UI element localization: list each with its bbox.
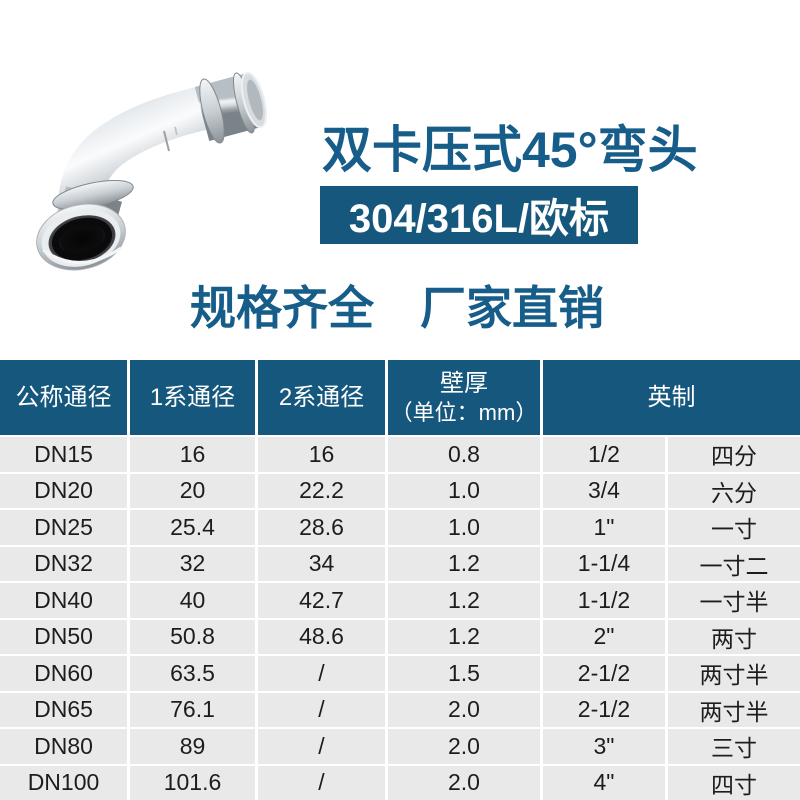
cell-imperial-size: 3/4 (543, 473, 668, 508)
table-row: DN60 63.5 / 1.5 2-1/2 两寸半 (0, 654, 800, 691)
table-row: DN65 76.1 / 2.0 2-1/2 两寸半 (0, 690, 800, 727)
cell-series2-diameter: 28.6 (258, 510, 388, 545)
cell-imperial-size: 1-1/2 (543, 583, 668, 618)
cell-wall-thickness: 0.8 (388, 437, 543, 472)
cell-series1-diameter: 63.5 (130, 656, 258, 691)
tagline: 规格齐全 厂家直销 (190, 282, 604, 334)
spec-table-body: DN15 16 16 0.8 1/2 四分 DN20 20 22.2 1.0 3… (0, 435, 800, 800)
spec-table: 公称通径 1系通径 2系通径 壁厚 （单位：mm） 英制 DN15 16 16 … (0, 360, 800, 800)
cell-wall-thickness: 2.0 (388, 765, 543, 800)
cell-wall-thickness: 1.5 (388, 656, 543, 691)
cell-series1-diameter: 20 (130, 473, 258, 508)
cell-wall-thickness: 1.0 (388, 510, 543, 545)
cell-nominal-diameter: DN15 (0, 437, 130, 472)
product-title: 双卡压式45°弯头 (322, 122, 698, 178)
cell-wall-thickness: 1.0 (388, 473, 543, 508)
cell-series1-diameter: 89 (130, 729, 258, 764)
cell-nominal-diameter: DN20 (0, 473, 130, 508)
cell-series2-diameter: 48.6 (258, 619, 388, 654)
cell-nominal-diameter: DN50 (0, 619, 130, 654)
table-row: DN50 50.8 48.6 1.2 2" 两寸 (0, 617, 800, 654)
cell-series1-diameter: 25.4 (130, 510, 258, 545)
cell-nominal-diameter: DN65 (0, 692, 130, 727)
cell-nominal-diameter: DN80 (0, 729, 130, 764)
table-row: DN40 40 42.7 1.2 1-1/2 一寸半 (0, 581, 800, 618)
cell-imperial-name: 一寸半 (668, 583, 800, 618)
elbow-upper-bead (199, 78, 225, 144)
cell-nominal-diameter: DN25 (0, 510, 130, 545)
cell-series1-diameter: 76.1 (130, 692, 258, 727)
cell-imperial-size: 2" (543, 619, 668, 654)
cell-imperial-name: 三寸 (668, 729, 800, 764)
table-row: DN100 101.6 / 2.0 4" 四寸 (0, 763, 800, 800)
cell-series1-diameter: 40 (130, 583, 258, 618)
cell-nominal-diameter: DN100 (0, 765, 130, 800)
cell-imperial-name: 四寸 (668, 765, 800, 800)
col-header-nominal-diameter: 公称通径 (0, 360, 130, 435)
table-row: DN20 20 22.2 1.0 3/4 六分 (0, 471, 800, 508)
cell-wall-thickness: 1.2 (388, 583, 543, 618)
cell-imperial-name: 两寸半 (668, 656, 800, 691)
elbow-seal-ring (51, 217, 113, 261)
cell-series1-diameter: 32 (130, 546, 258, 581)
cell-imperial-size: 1" (543, 510, 668, 545)
cell-wall-thickness: 2.0 (388, 729, 543, 764)
cell-imperial-size: 4" (543, 765, 668, 800)
spec-table-header: 公称通径 1系通径 2系通径 壁厚 （单位：mm） 英制 (0, 360, 800, 435)
table-row: DN80 89 / 2.0 3" 三寸 (0, 727, 800, 764)
cell-imperial-name: 两寸 (668, 619, 800, 654)
cell-imperial-size: 2-1/2 (543, 656, 668, 691)
col-header-wall-thickness: 壁厚 （单位：mm） (388, 360, 543, 435)
col-header-series2-diameter: 2系通径 (258, 360, 388, 435)
cell-series2-diameter: 34 (258, 546, 388, 581)
table-row: DN25 25.4 28.6 1.0 1" 一寸 (0, 508, 800, 545)
cell-imperial-name: 一寸二 (668, 546, 800, 581)
cell-series2-diameter: / (258, 729, 388, 764)
cell-imperial-size: 2-1/2 (543, 692, 668, 727)
cell-nominal-diameter: DN40 (0, 583, 130, 618)
cell-series1-diameter: 50.8 (130, 619, 258, 654)
material-badge: 304/316L/欧标 (320, 186, 638, 244)
cell-wall-thickness: 1.2 (388, 546, 543, 581)
cell-imperial-size: 3" (543, 729, 668, 764)
cell-imperial-name: 六分 (668, 473, 800, 508)
wall-thickness-unit: （单位：mm） (390, 399, 538, 425)
cell-nominal-diameter: DN60 (0, 656, 130, 691)
cell-series1-diameter: 16 (130, 437, 258, 472)
col-header-series1-diameter: 1系通径 (130, 360, 258, 435)
cell-imperial-name: 四分 (668, 437, 800, 472)
cell-series2-diameter: / (258, 656, 388, 691)
wall-thickness-label: 壁厚 (440, 369, 488, 397)
cell-series2-diameter: 22.2 (258, 473, 388, 508)
table-row: DN32 32 34 1.2 1-1/4 一寸二 (0, 544, 800, 581)
table-row: DN15 16 16 0.8 1/2 四分 (0, 435, 800, 472)
cell-series2-diameter: / (258, 692, 388, 727)
product-photo-elbow-45 (36, 71, 268, 271)
cell-wall-thickness: 1.2 (388, 619, 543, 654)
cell-imperial-name: 一寸 (668, 510, 800, 545)
cell-series2-diameter: 42.7 (258, 583, 388, 618)
cell-series2-diameter: / (258, 765, 388, 800)
cell-series1-diameter: 101.6 (130, 765, 258, 800)
cell-imperial-size: 1/2 (543, 437, 668, 472)
cell-imperial-size: 1-1/4 (543, 546, 668, 581)
cell-nominal-diameter: DN32 (0, 546, 130, 581)
cell-wall-thickness: 2.0 (388, 692, 543, 727)
cell-series2-diameter: 16 (258, 437, 388, 472)
col-header-imperial: 英制 (543, 360, 800, 435)
cell-imperial-name: 两寸半 (668, 692, 800, 727)
